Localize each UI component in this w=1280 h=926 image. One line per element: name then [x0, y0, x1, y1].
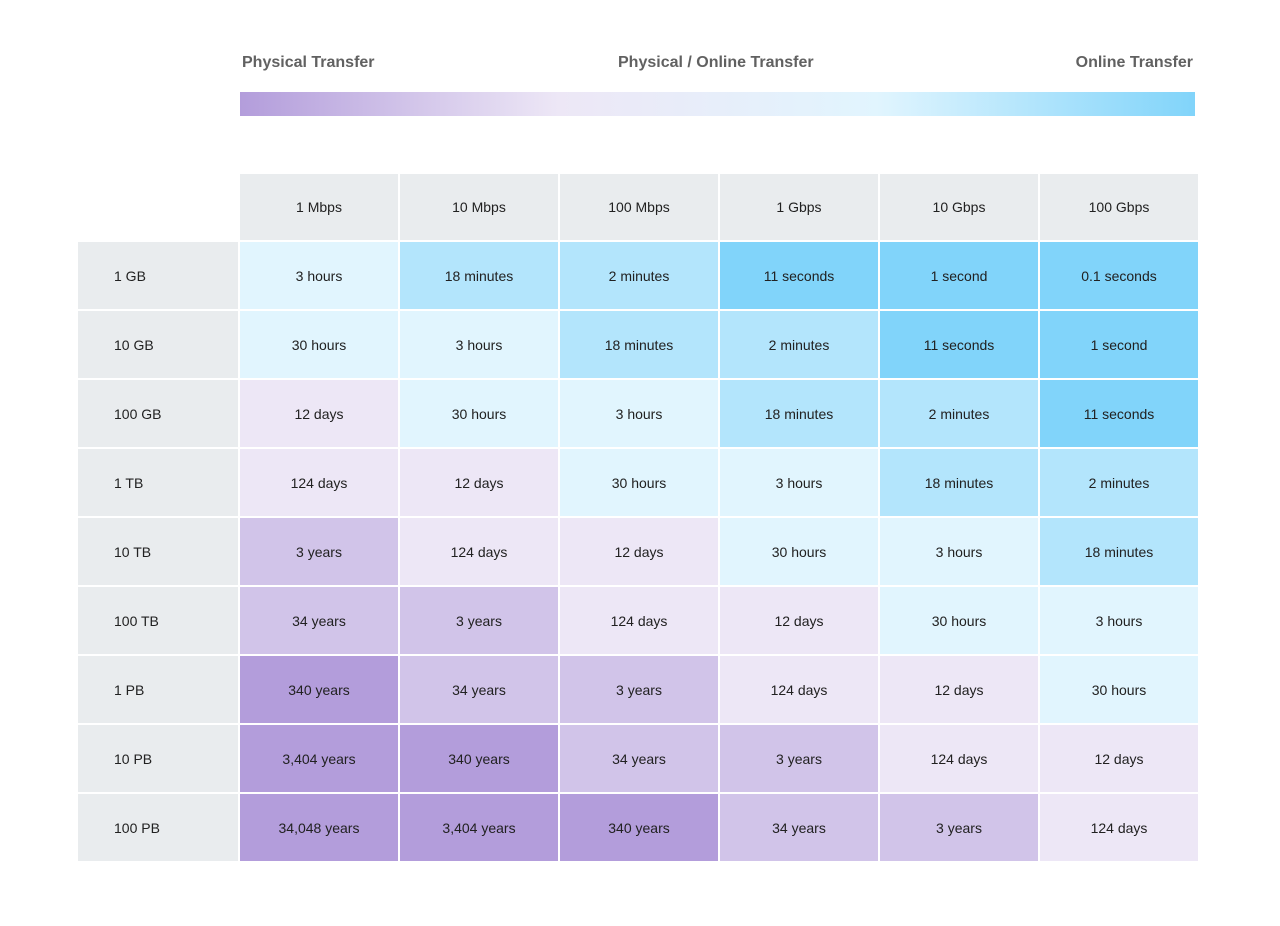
- table-cell: 12 days: [240, 380, 398, 447]
- table-cell: 30 hours: [560, 449, 718, 516]
- table-cell: 12 days: [1040, 725, 1198, 792]
- table-cell: 124 days: [1040, 794, 1198, 861]
- table-cell: 34 years: [560, 725, 718, 792]
- table-cell: 11 seconds: [720, 242, 878, 309]
- column-header: 1 Gbps: [720, 174, 878, 240]
- table-cell: 34 years: [240, 587, 398, 654]
- table-cell: 11 seconds: [1040, 380, 1198, 447]
- table-cell: 34,048 years: [240, 794, 398, 861]
- table-cell: 12 days: [560, 518, 718, 585]
- row-header: 10 PB: [78, 725, 238, 792]
- table-cell: 12 days: [880, 656, 1038, 723]
- table-cell: 340 years: [400, 725, 558, 792]
- table-cell: 30 hours: [720, 518, 878, 585]
- table-cell: 3 years: [560, 656, 718, 723]
- row-header: 100 PB: [78, 794, 238, 861]
- table-cell: 12 days: [720, 587, 878, 654]
- table-cell: 0.1 seconds: [1040, 242, 1198, 309]
- table-cell: 3 years: [720, 725, 878, 792]
- table-cell: 30 hours: [1040, 656, 1198, 723]
- table-cell: 18 minutes: [400, 242, 558, 309]
- column-header: 100 Gbps: [1040, 174, 1198, 240]
- legend-right: Online Transfer: [1075, 54, 1193, 71]
- table-cell: 3 hours: [240, 242, 398, 309]
- row-header: 100 GB: [78, 380, 238, 447]
- table-cell: 3 years: [880, 794, 1038, 861]
- table-cell: 18 minutes: [1040, 518, 1198, 585]
- table-cell: 18 minutes: [720, 380, 878, 447]
- table-cell: 2 minutes: [720, 311, 878, 378]
- table-cell: 18 minutes: [560, 311, 718, 378]
- table-cell: 11 seconds: [880, 311, 1038, 378]
- table-cell: 124 days: [400, 518, 558, 585]
- table-cell: 30 hours: [240, 311, 398, 378]
- table-cell: 30 hours: [400, 380, 558, 447]
- table-cell: 124 days: [240, 449, 398, 516]
- table-cell: 340 years: [240, 656, 398, 723]
- table-cell: 1 second: [1040, 311, 1198, 378]
- table-cell: 124 days: [720, 656, 878, 723]
- table-cell: 3 years: [400, 587, 558, 654]
- table-cell: 124 days: [880, 725, 1038, 792]
- row-header: 1 PB: [78, 656, 238, 723]
- table-cell: 12 days: [400, 449, 558, 516]
- row-header: 10 TB: [78, 518, 238, 585]
- gradient-bar: [240, 92, 1195, 116]
- row-header: 10 GB: [78, 311, 238, 378]
- row-header: 100 TB: [78, 587, 238, 654]
- table-cell: 30 hours: [880, 587, 1038, 654]
- table-cell: 34 years: [400, 656, 558, 723]
- row-header: 1 GB: [78, 242, 238, 309]
- row-header: 1 TB: [78, 449, 238, 516]
- table-cell: 3,404 years: [400, 794, 558, 861]
- table-cell: 1 second: [880, 242, 1038, 309]
- column-header: 1 Mbps: [240, 174, 398, 240]
- table-cell: 340 years: [560, 794, 718, 861]
- column-header: 10 Gbps: [880, 174, 1038, 240]
- table-cell: 2 minutes: [1040, 449, 1198, 516]
- legend-center: Physical / Online Transfer: [618, 54, 814, 71]
- table-cell: 3 hours: [400, 311, 558, 378]
- table-cell: 18 minutes: [880, 449, 1038, 516]
- table-cell: 3 years: [240, 518, 398, 585]
- table-cell: 2 minutes: [560, 242, 718, 309]
- column-header: 10 Mbps: [400, 174, 558, 240]
- table: 1 Mbps 10 Mbps 100 Mbps 1 Gbps 10 Gbps 100 Gb…: [78, 174, 1198, 861]
- table-cell: 3 hours: [560, 380, 718, 447]
- legend-left: Physical Transfer: [242, 54, 375, 71]
- table-cell: 3 hours: [720, 449, 878, 516]
- table-cell: 2 minutes: [880, 380, 1038, 447]
- table-cell: 3,404 years: [240, 725, 398, 792]
- table-cell: 124 days: [560, 587, 718, 654]
- table-cell: 3 hours: [1040, 587, 1198, 654]
- table-cell: 34 years: [720, 794, 878, 861]
- table-cell: 3 hours: [880, 518, 1038, 585]
- column-header: 100 Mbps: [560, 174, 718, 240]
